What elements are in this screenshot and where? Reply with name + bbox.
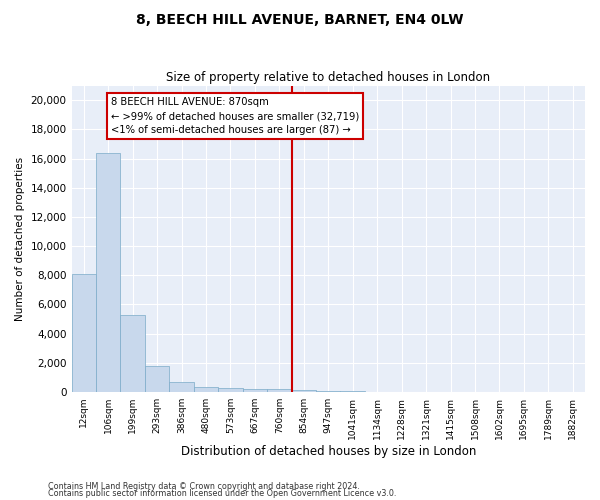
Bar [242, 388, 267, 392]
Bar [194, 387, 218, 392]
Bar [121, 314, 145, 392]
Bar [292, 390, 316, 392]
Text: Contains HM Land Registry data © Crown copyright and database right 2024.: Contains HM Land Registry data © Crown c… [48, 482, 360, 491]
Bar [71, 274, 96, 392]
X-axis label: Distribution of detached houses by size in London: Distribution of detached houses by size … [181, 444, 476, 458]
Text: 8, BEECH HILL AVENUE, BARNET, EN4 0LW: 8, BEECH HILL AVENUE, BARNET, EN4 0LW [136, 12, 464, 26]
Bar [145, 366, 169, 392]
Text: 8 BEECH HILL AVENUE: 870sqm
← >99% of detached houses are smaller (32,719)
<1% o: 8 BEECH HILL AVENUE: 870sqm ← >99% of de… [110, 98, 359, 136]
Title: Size of property relative to detached houses in London: Size of property relative to detached ho… [166, 72, 490, 85]
Bar [267, 390, 292, 392]
Bar [96, 153, 121, 392]
Text: Contains public sector information licensed under the Open Government Licence v3: Contains public sector information licen… [48, 489, 397, 498]
Bar [316, 391, 340, 392]
Bar [218, 388, 242, 392]
Y-axis label: Number of detached properties: Number of detached properties [15, 157, 25, 321]
Bar [169, 382, 194, 392]
